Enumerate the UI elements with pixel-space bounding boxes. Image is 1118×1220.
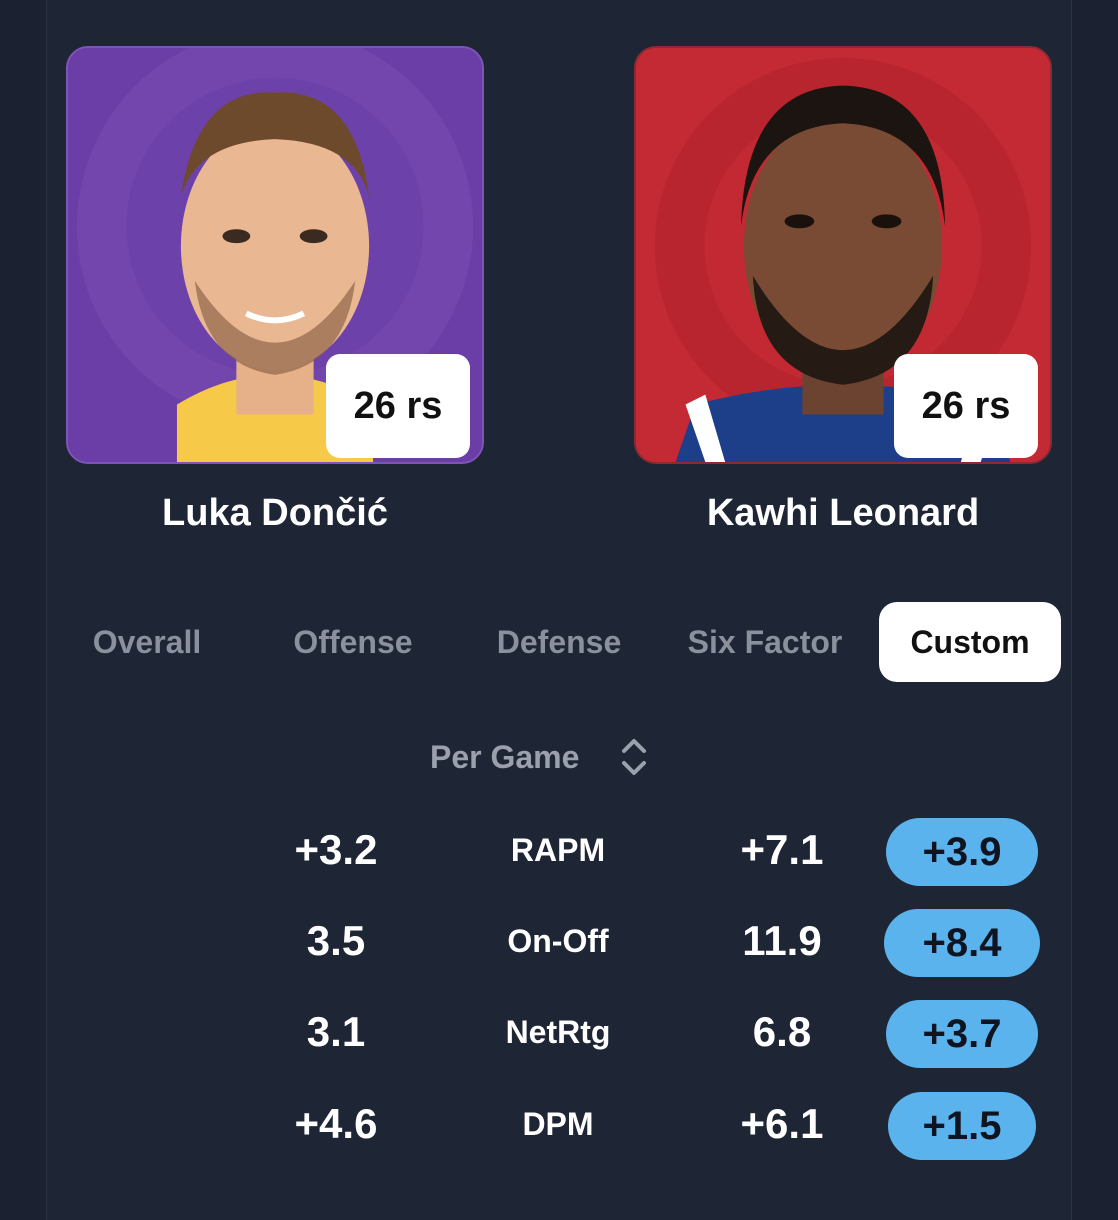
metric-label: RAPM	[510, 832, 606, 868]
games-badge-left: 26 rs	[326, 354, 470, 458]
metric-label: NetRtg	[505, 1014, 611, 1050]
tab-overall[interactable]: Overall	[92, 623, 202, 660]
stat-row-rapm: +3.2 RAPM +7.1 +3.9	[0, 818, 1118, 888]
chevron-up-down-icon	[622, 739, 647, 775]
left-value: 3.5	[306, 917, 366, 964]
right-value: 11.9	[742, 917, 822, 964]
selector-label: Per Game	[430, 738, 580, 775]
right-value: 6.8	[752, 1008, 812, 1055]
player-name-right: Kawhi Leonard	[706, 492, 980, 534]
tab-six-factor[interactable]: Six Factor	[687, 623, 843, 660]
difference-pill: +1.5	[888, 1092, 1036, 1160]
difference-pill: +3.7	[886, 1000, 1038, 1068]
metric-label: On-Off	[507, 923, 609, 959]
stat-row-on-off: 3.5 On-Off 11.9 +8.4	[0, 909, 1118, 979]
stat-row-netrtg: 3.1 NetRtg 6.8 +3.7	[0, 1000, 1118, 1070]
difference-pill: +3.9	[886, 818, 1038, 886]
player-photo-left	[66, 46, 484, 464]
right-value: +6.1	[740, 1100, 824, 1147]
stat-row-dpm: +4.6 DPM +6.1 +1.5	[0, 1092, 1118, 1162]
right-value: +7.1	[740, 826, 824, 873]
difference-pill: +8.4	[884, 909, 1040, 977]
tab-custom[interactable]: Custom	[879, 602, 1061, 682]
player-name-left: Luka Dončić	[162, 492, 388, 534]
left-value: +3.2	[294, 826, 378, 873]
tab-offense[interactable]: Offense	[293, 623, 413, 660]
left-value: +4.6	[294, 1100, 378, 1147]
games-badge-right: 26 rs	[894, 354, 1038, 458]
per-game-selector[interactable]: Per Game	[430, 730, 649, 784]
tab-defense[interactable]: Defense	[496, 623, 622, 660]
metric-label: DPM	[522, 1106, 594, 1142]
player-portrait-left	[68, 48, 482, 462]
left-value: 3.1	[306, 1008, 366, 1055]
